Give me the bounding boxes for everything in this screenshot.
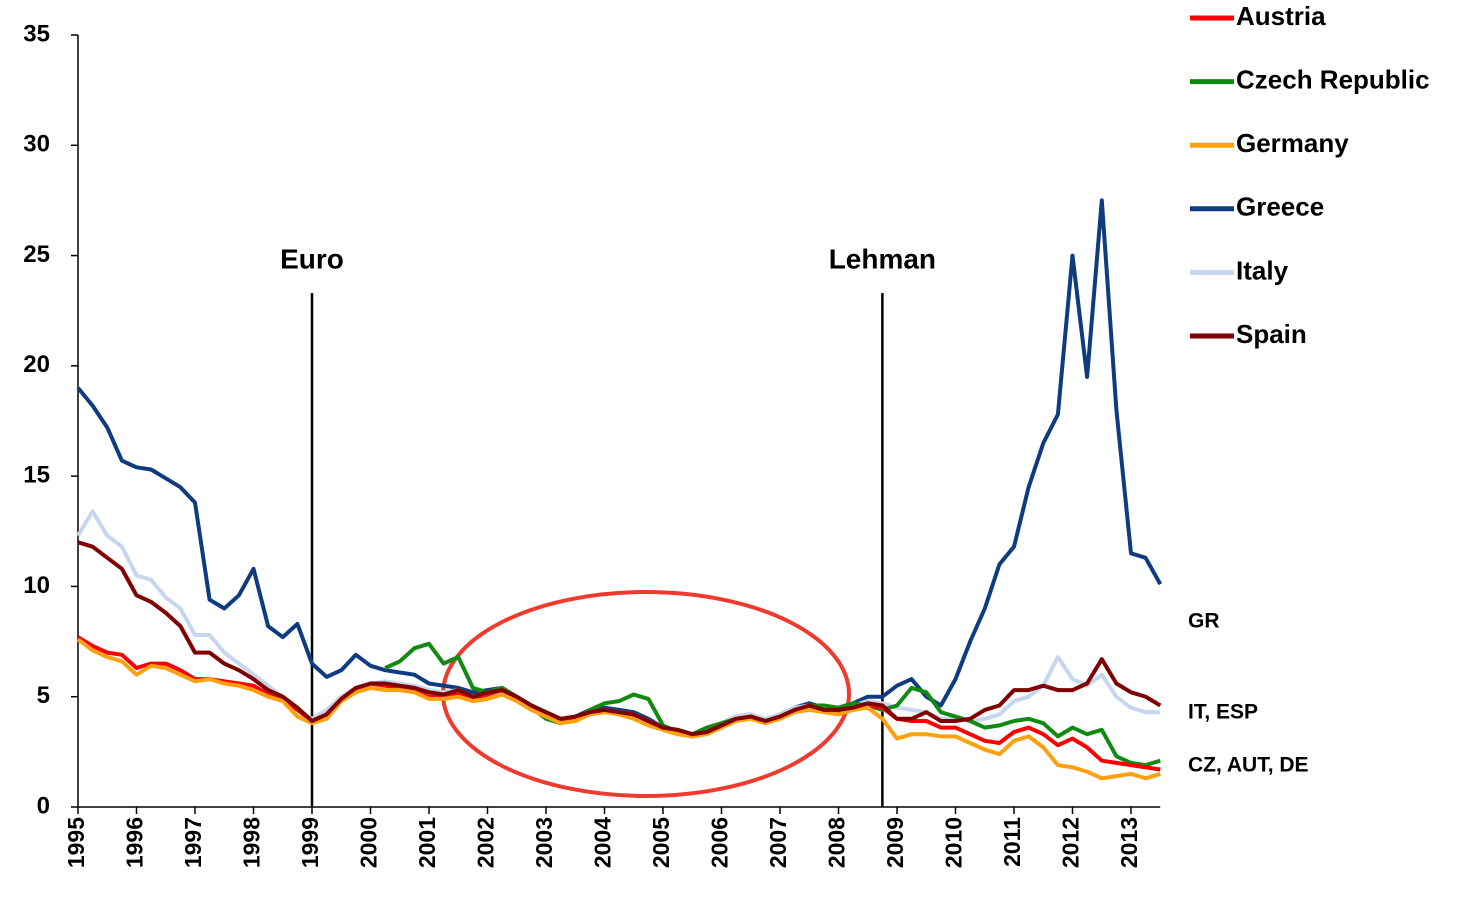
legend-label: Czech Republic	[1236, 64, 1430, 94]
series-line	[76, 637, 1161, 781]
x-tick-label: 2005	[648, 817, 674, 868]
x-tick-label: 2004	[590, 817, 616, 868]
legend-label: Germany	[1236, 128, 1349, 158]
annotation-label: Euro	[280, 243, 344, 274]
x-tick-label: 1996	[122, 817, 148, 868]
x-tick-label: 2002	[473, 817, 499, 868]
end-label: GR	[1188, 610, 1220, 633]
x-tick-label: 2013	[1116, 817, 1142, 868]
annotation-label: Lehman	[829, 243, 936, 274]
x-tick-label: 2009	[882, 817, 908, 868]
y-tick-label: 0	[37, 792, 50, 819]
y-tick-label: 30	[23, 131, 50, 158]
x-tick-label: 2003	[531, 817, 557, 868]
x-tick-label: 2007	[765, 817, 791, 868]
x-tick-label: 2012	[1058, 817, 1084, 868]
x-tick-label: 2006	[707, 817, 733, 868]
x-tick-label: 2000	[356, 817, 382, 868]
x-tick-label: 2008	[824, 817, 850, 868]
y-tick-label: 20	[23, 351, 50, 378]
x-tick-label: 2011	[999, 817, 1025, 867]
legend-label: Greece	[1236, 192, 1324, 222]
y-tick-label: 35	[23, 20, 50, 47]
end-label: IT, ESP	[1188, 701, 1258, 724]
series-line	[77, 540, 1162, 737]
y-tick-label: 10	[23, 572, 50, 599]
series-line	[76, 198, 1163, 737]
x-tick-label: 2001	[414, 817, 440, 868]
legend-label: Spain	[1236, 319, 1307, 349]
legend-label: Italy	[1236, 255, 1289, 285]
x-tick-label: 1997	[180, 817, 206, 868]
y-tick-label: 25	[23, 241, 50, 268]
series-line	[76, 635, 1161, 772]
legend-label: Austria	[1236, 1, 1326, 31]
y-tick-label: 5	[37, 682, 50, 709]
x-tick-label: 1995	[63, 817, 89, 868]
end-label: CZ, AUT, DE	[1188, 754, 1309, 777]
y-tick-label: 15	[23, 461, 50, 488]
x-tick-label: 2010	[941, 817, 967, 868]
x-tick-label: 1998	[239, 817, 265, 868]
x-tick-label: 1999	[297, 817, 323, 868]
